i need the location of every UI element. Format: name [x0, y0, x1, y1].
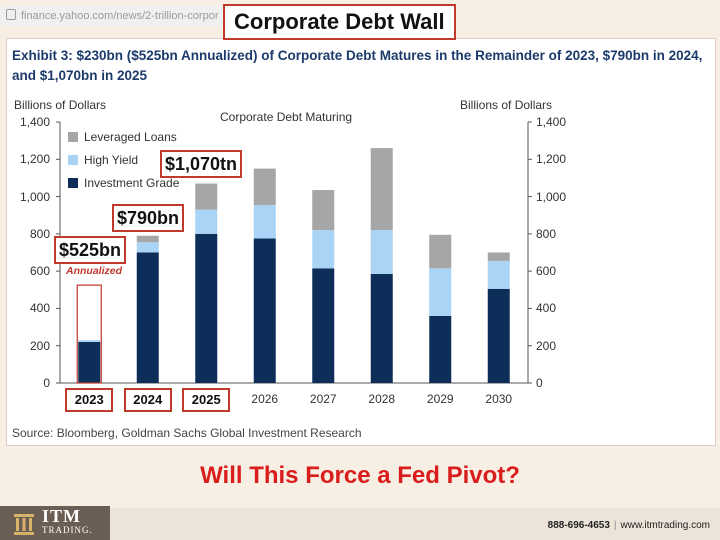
y-axis-left-label: Billions of Dollars [14, 98, 107, 112]
y-axis-right-label: Billions of Dollars [460, 98, 553, 112]
y-tick-label-right: 0 [536, 376, 543, 390]
x-tick-label-2027: 2027 [309, 392, 337, 406]
y-tick-label-left: 400 [29, 301, 50, 316]
y-tick-label-right: 1,000 [536, 189, 567, 204]
chart-title: Corporate Debt Maturing [220, 110, 353, 124]
y-tick-label-left: 200 [29, 338, 50, 353]
logo-main: ITM [42, 506, 81, 526]
x-tick-label-2029: 2029 [426, 392, 454, 406]
legend-item-high-yield: High Yield [68, 148, 179, 171]
page-headline: Corporate Debt Wall [223, 4, 456, 40]
contact-info: 888-696-4653 | www.itmtrading.com [548, 520, 710, 531]
y-tick-label-left: 800 [29, 226, 50, 241]
y-tick-label-left: 1,400 [19, 115, 50, 129]
x-tick-label-2024: 2024 [123, 388, 172, 412]
y-tick-label-left: 600 [29, 264, 50, 279]
exhibit-title: Exhibit 3: $230bn ($525bn Annualized) of… [12, 48, 703, 83]
callout-2023: $525bn [54, 236, 127, 264]
x-tick-label-2028: 2028 [368, 392, 396, 406]
y-tick-label-right: 200 [536, 338, 557, 353]
website-link[interactable]: www.itmtrading.com [620, 520, 710, 531]
y-tick-label-right: 400 [536, 301, 557, 316]
legend-label: High Yield [84, 152, 139, 167]
legend-label: Leveraged Loans [84, 129, 177, 144]
x-tick-label-2025: 2025 [182, 388, 231, 412]
annualized-label: Annualized [66, 265, 123, 277]
x-tick-label-2026: 2026 [251, 392, 279, 406]
legend-item-investment-grade: Investment Grade [68, 171, 179, 194]
lock-icon [6, 9, 16, 20]
y-tick-label-right: 800 [536, 226, 557, 241]
y-tick-label-left: 1,200 [19, 152, 50, 167]
y-tick-label-right: 1,400 [536, 115, 567, 129]
legend-swatch-leveraged-loans [68, 131, 78, 142]
legend: Leveraged Loans High Yield Investment Gr… [68, 125, 179, 194]
legend-swatch-high-yield [68, 154, 78, 165]
y-tick-label-left: 0 [43, 376, 50, 390]
legend-swatch-investment-grade [68, 177, 78, 188]
phone-number[interactable]: 888-696-4653 [547, 520, 610, 531]
source-note: Source: Bloomberg, Goldman Sachs Global … [12, 426, 362, 440]
question-title: Will This Force a Fed Pivot? [200, 462, 520, 489]
column-logo-icon [14, 514, 34, 535]
url-text: finance.yahoo.com/news/2-trillion-corpor [21, 10, 219, 22]
x-tick-label-2023: 2023 [65, 388, 114, 412]
legend-item-leveraged-loans: Leveraged Loans [68, 125, 179, 148]
legend-label: Investment Grade [84, 175, 180, 190]
y-tick-label-left: 1,000 [19, 189, 50, 204]
y-tick-label-right: 1,200 [536, 152, 567, 167]
y-tick-label-right: 600 [536, 264, 557, 279]
callout-2025: $1,070tn [160, 150, 243, 178]
footer-bar [0, 508, 720, 540]
logo-sub: TRADING. [42, 525, 93, 535]
x-tick-label-2030: 2030 [485, 392, 513, 406]
callout-2024: $790bn [112, 204, 185, 232]
contact-separator: | [613, 520, 617, 531]
